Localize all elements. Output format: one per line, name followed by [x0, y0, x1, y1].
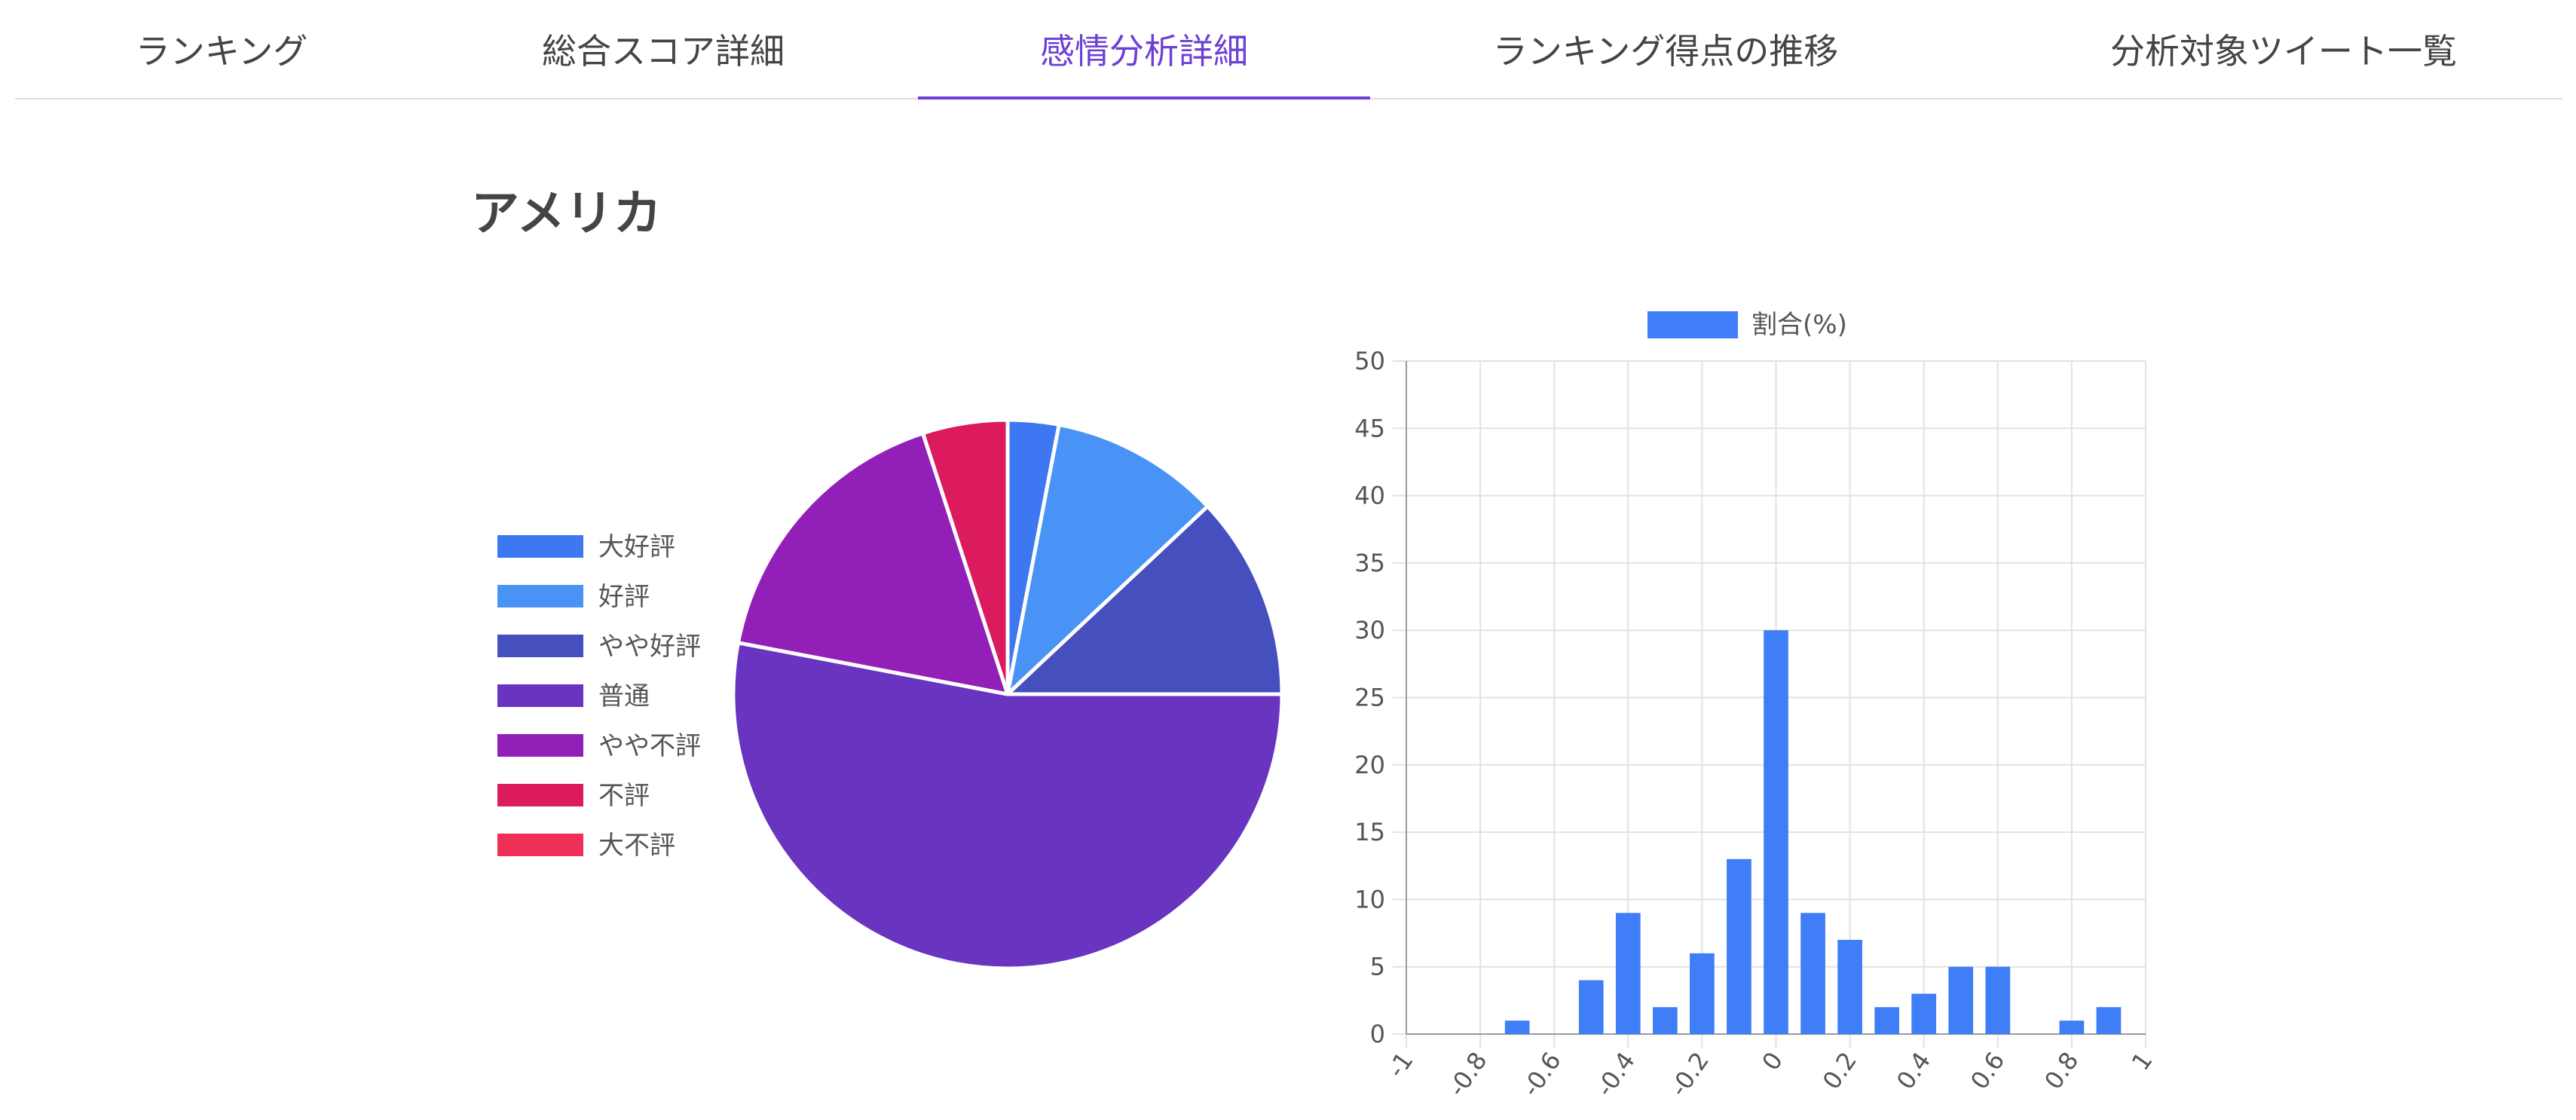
legend-label: やや好評: [598, 632, 701, 662]
x-tick-label: 0: [1756, 1047, 1788, 1076]
bar: [1690, 953, 1715, 1034]
x-tick-label: -0.2: [1664, 1047, 1715, 1102]
x-tick-label: 0.8: [2039, 1047, 2084, 1094]
x-tick-label: -0.8: [1442, 1047, 1493, 1102]
y-tick-label: 25: [1354, 684, 1385, 712]
y-tick-label: 40: [1354, 482, 1385, 510]
y-tick-label: 0: [1370, 1020, 1385, 1048]
y-tick-label: 20: [1354, 751, 1385, 779]
tab-ranking[interactable]: ランキング: [135, 31, 308, 72]
legend-swatch: [497, 734, 583, 757]
bar: [1837, 939, 1862, 1034]
pie-slices: [731, 418, 1284, 971]
bar: [1800, 913, 1825, 1034]
pie-slice: [1005, 504, 1284, 696]
pie-slice: [736, 431, 1010, 696]
tab-tweet-list[interactable]: 分析対象ツイート一覧: [2110, 31, 2457, 72]
legend-swatch: [497, 684, 583, 707]
legend-swatch: [497, 585, 583, 607]
bar: [2096, 1007, 2122, 1034]
legend-swatch: [497, 784, 583, 806]
y-tick-label: 5: [1370, 953, 1385, 981]
legend-label: 大好評: [598, 532, 675, 562]
legend-label: 割合(%): [1751, 310, 1847, 340]
x-tick-label: 0.6: [1965, 1047, 2010, 1094]
tab-bar: ランキング 総合スコア詳細 感情分析詳細 ランキング得点の推移 分析対象ツイート…: [15, 0, 2562, 99]
bar: [1948, 966, 1974, 1034]
bar-marks: [1504, 630, 2122, 1034]
legend-swatch: [497, 635, 583, 657]
y-tick-label: 30: [1354, 616, 1385, 644]
y-tick-label: 15: [1354, 818, 1385, 846]
x-tick-label: -1: [1381, 1047, 1418, 1083]
y-tick-label: 10: [1354, 885, 1385, 913]
x-tick-label: -0.6: [1516, 1047, 1567, 1102]
x-tick-label: 0.4: [1891, 1047, 1936, 1094]
pie-slice: [921, 418, 1010, 696]
legend-label: 不評: [598, 781, 650, 811]
bar: [1578, 980, 1604, 1034]
legend-label: 大不評: [598, 831, 675, 861]
x-tick-label: 0.2: [1817, 1047, 1862, 1094]
y-tick-label: 50: [1354, 347, 1385, 375]
x-tick-label: -0.4: [1590, 1047, 1641, 1102]
page-title: アメリカ: [471, 186, 662, 242]
bar: [1764, 630, 1788, 1034]
tab-ranking-score-trend[interactable]: ランキング得点の推移: [1492, 31, 1839, 72]
pie-slice: [1005, 422, 1210, 696]
legend-swatch: [1647, 311, 1738, 338]
y-tick-label: 35: [1354, 549, 1385, 577]
bar: [1653, 1007, 1678, 1034]
legend-label: 好評: [598, 582, 650, 612]
pie-slice: [731, 641, 1284, 971]
bar: [1504, 1021, 1530, 1034]
bar: [1615, 913, 1641, 1034]
bar: [1985, 966, 2011, 1034]
x-tick-label: 1: [2126, 1047, 2158, 1076]
legend-swatch: [497, 535, 583, 558]
legend-label: 普通: [598, 681, 650, 711]
legend-label: やや不評: [598, 731, 701, 761]
tab-sentiment-detail[interactable]: 感情分析詳細: [918, 0, 1370, 99]
y-tick-label: 45: [1354, 414, 1385, 442]
bar: [1874, 1007, 1899, 1034]
bar: [1727, 858, 1751, 1034]
bar: [2059, 1021, 2085, 1034]
legend-swatch: [497, 834, 583, 856]
tab-total-score-detail[interactable]: 総合スコア詳細: [542, 31, 785, 72]
bar-legend: 割合(%): [1647, 310, 1847, 340]
bar: [1911, 993, 1937, 1034]
